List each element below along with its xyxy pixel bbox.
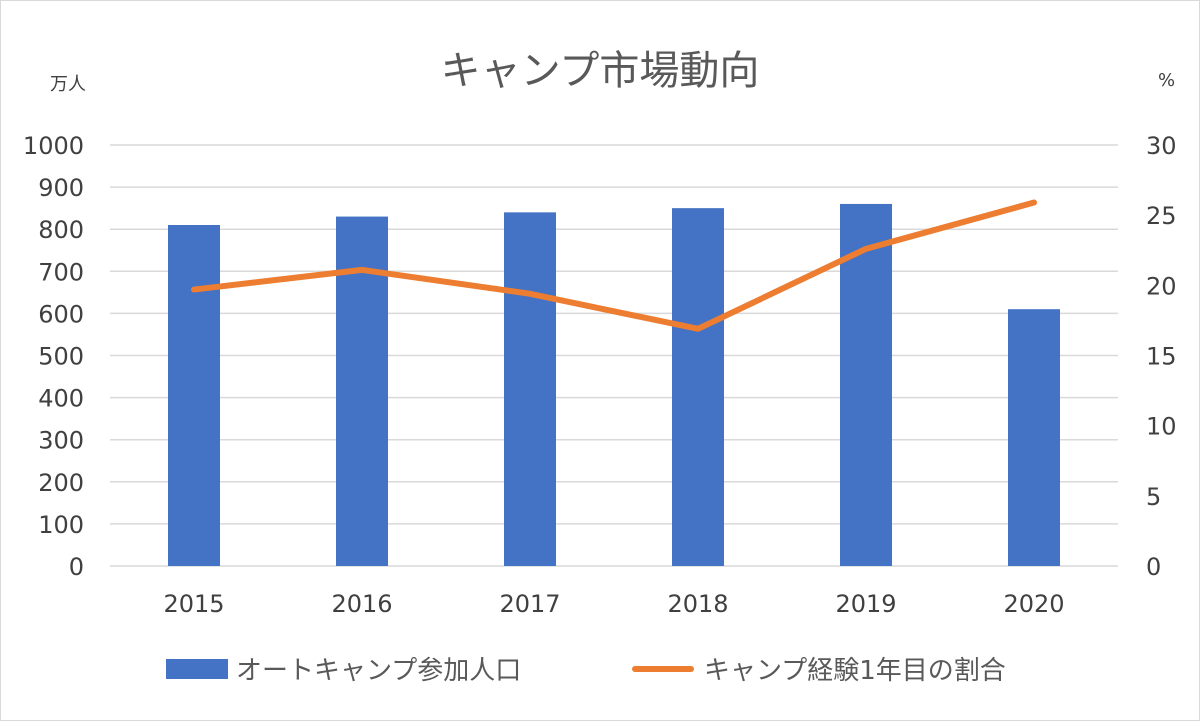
left-axis-tick-label: 0 (69, 553, 84, 581)
legend-item-first-year-ratio: キャンプ経験1年目の割合 (632, 650, 1006, 687)
right-axis-unit: % (1158, 70, 1176, 91)
x-axis-tick-label: 2020 (1003, 590, 1064, 618)
left-axis-tick-label: 900 (38, 174, 84, 202)
left-axis-tick-label: 100 (38, 511, 84, 539)
x-axis-tick-label: 2016 (331, 590, 392, 618)
bar (168, 224, 220, 567)
left-axis-tick-label: 1000 (23, 132, 84, 160)
bar (840, 203, 892, 566)
left-axis-tick-label: 500 (38, 343, 84, 371)
left-axis-unit: 万人 (50, 74, 86, 95)
x-axis-tick-label: 2018 (667, 590, 728, 618)
x-axis-tick-label: 2019 (835, 590, 896, 618)
right-axis-tick-label: 5 (1146, 483, 1161, 511)
bar (1008, 309, 1060, 566)
left-axis-tick-label: 700 (38, 258, 84, 286)
right-axis-tick-label: 15 (1146, 343, 1177, 371)
left-axis-tick-label: 200 (38, 469, 84, 497)
legend-item-population: オートキャンプ参加人口 (166, 650, 521, 687)
x-axis-tick-label: 2017 (499, 590, 560, 618)
left-axis-tick-label: 300 (38, 427, 84, 455)
legend-label-first-year-ratio: キャンプ経験1年目の割合 (704, 656, 1006, 686)
x-axis-tick-label: 2015 (163, 590, 224, 618)
chart-title: キャンプ市場動向 (440, 48, 760, 94)
right-axis-tick-label: 0 (1146, 553, 1161, 581)
legend-swatch-line (632, 665, 694, 672)
legend-label-population: オートキャンプ参加人口 (236, 656, 522, 686)
legend: オートキャンプ参加人口 キャンプ経験1年目の割合 (0, 650, 1200, 690)
legend-swatch-bar (166, 658, 228, 679)
right-axis-tick-label: 10 (1146, 413, 1177, 441)
left-axis-tick-label: 400 (38, 385, 84, 413)
right-axis-tick-label: 25 (1146, 202, 1177, 230)
right-axis-tick-label: 20 (1146, 272, 1177, 300)
bar (672, 208, 724, 566)
left-axis-tick-label: 600 (38, 300, 84, 328)
bar (504, 212, 556, 567)
line-series (191, 199, 1037, 332)
right-axis-tick-label: 30 (1146, 132, 1177, 160)
left-axis-tick-label: 800 (38, 216, 84, 244)
